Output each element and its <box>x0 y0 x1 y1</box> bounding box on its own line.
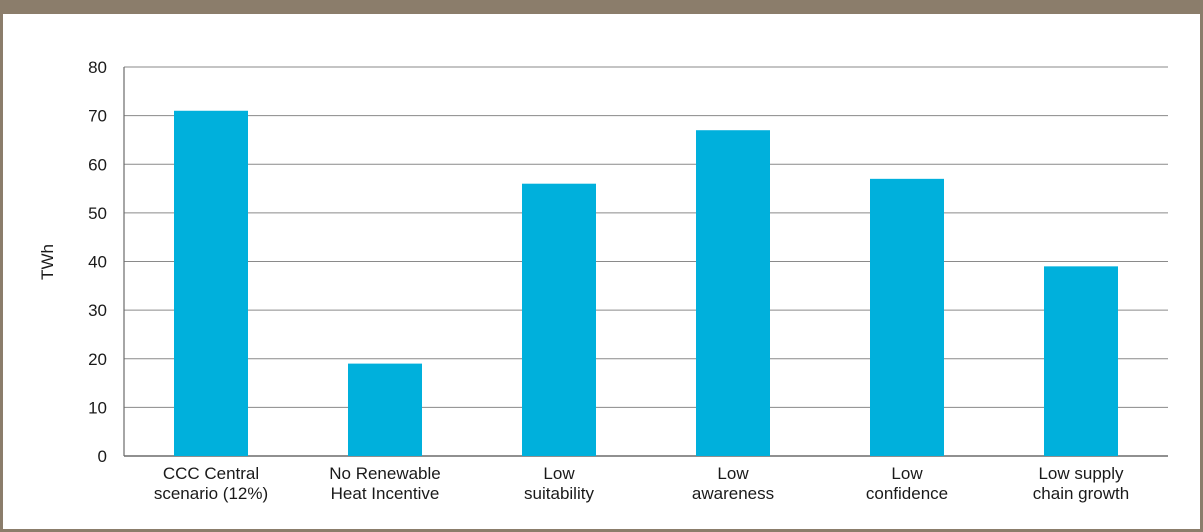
bars <box>174 110 1118 456</box>
gridlines <box>123 66 1168 457</box>
x-category-label-line: awareness <box>692 484 774 503</box>
bar-2 <box>522 183 596 456</box>
x-category-labels: CCC Central scenario (12%) No Renewable Hea… <box>154 464 1129 503</box>
y-tick-label: 70 <box>88 107 107 126</box>
x-category-label-line: Heat Incentive <box>331 484 440 503</box>
x-category-label-line: Low <box>891 464 923 483</box>
bar-0 <box>174 110 248 456</box>
y-tick-label: 60 <box>88 155 107 174</box>
bar-4 <box>870 178 944 456</box>
y-tick-labels: 0 10 20 30 40 50 60 70 80 <box>88 58 107 466</box>
x-category-label-line: Low <box>717 464 749 483</box>
x-category-label-line: confidence <box>866 484 948 503</box>
x-category-label-line: No Renewable <box>329 464 441 483</box>
x-category-label: No Renewable Heat Incentive <box>329 464 441 503</box>
y-tick-label: 20 <box>88 350 107 369</box>
x-category-label: Low confidence <box>866 464 948 503</box>
x-category-label-line: chain growth <box>1033 484 1129 503</box>
y-tick-label: 80 <box>88 58 107 77</box>
x-category-label: Low suitability <box>524 464 594 503</box>
bar-5 <box>1044 266 1118 456</box>
x-category-label-line: Low <box>543 464 575 483</box>
x-category-label: Low awareness <box>692 464 774 503</box>
bar-3 <box>696 130 770 456</box>
y-tick-label: 0 <box>98 447 107 466</box>
x-category-label-line: CCC Central <box>163 464 259 483</box>
x-category-label: Low supply chain growth <box>1033 464 1129 503</box>
x-category-label-line: suitability <box>524 484 594 503</box>
y-tick-label: 40 <box>88 253 107 272</box>
x-category-label: CCC Central scenario (12%) <box>154 464 268 503</box>
x-category-label-line: Low supply <box>1038 464 1124 483</box>
y-tick-label: 30 <box>88 301 107 320</box>
y-tick-label: 50 <box>88 204 107 223</box>
y-axis-title: TWh <box>38 244 57 280</box>
y-tick-label: 10 <box>88 398 107 417</box>
x-category-label-line: scenario (12%) <box>154 484 268 503</box>
top-band <box>0 0 1203 14</box>
bar-1 <box>348 363 422 456</box>
